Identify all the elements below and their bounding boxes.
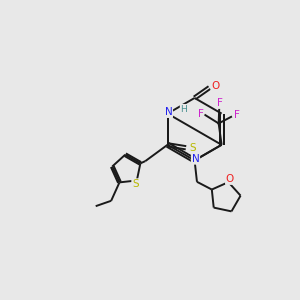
Text: O: O <box>226 174 234 184</box>
Text: F: F <box>198 109 203 118</box>
Text: O: O <box>211 81 220 91</box>
Text: H: H <box>181 105 187 114</box>
Text: S: S <box>189 143 196 153</box>
Text: N: N <box>165 107 172 117</box>
Text: F: F <box>233 110 239 120</box>
Text: N: N <box>164 107 172 117</box>
Text: N: N <box>192 154 199 164</box>
Text: S: S <box>132 179 139 189</box>
Text: F: F <box>217 98 223 108</box>
